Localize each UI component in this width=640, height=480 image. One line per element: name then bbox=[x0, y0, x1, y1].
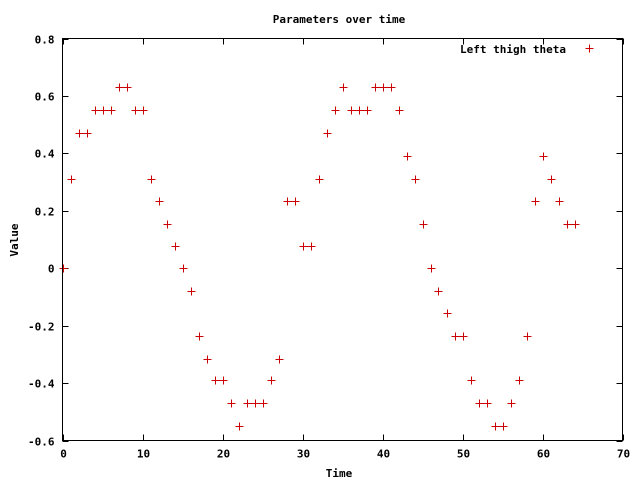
y-tick-label: 0.4 bbox=[35, 148, 55, 161]
x-tick-label: 30 bbox=[297, 448, 310, 461]
data-point bbox=[531, 197, 540, 206]
data-point bbox=[227, 399, 236, 408]
data-point bbox=[259, 399, 268, 408]
data-point bbox=[291, 197, 300, 206]
data-point bbox=[571, 220, 580, 229]
data-point bbox=[507, 399, 516, 408]
data-point bbox=[499, 422, 508, 431]
x-tick-label: 40 bbox=[377, 448, 390, 461]
data-point bbox=[139, 106, 148, 115]
y-tick-label: 0.2 bbox=[35, 206, 55, 219]
x-tick-label: 70 bbox=[617, 448, 630, 461]
data-point bbox=[347, 106, 356, 115]
legend-entry-label: Left thigh theta bbox=[460, 43, 566, 56]
data-point bbox=[475, 399, 484, 408]
data-point bbox=[467, 376, 476, 385]
data-point bbox=[75, 129, 84, 138]
data-point bbox=[539, 152, 548, 161]
data-point bbox=[339, 83, 348, 92]
x-tick-label: 50 bbox=[457, 448, 470, 461]
data-point bbox=[83, 129, 92, 138]
legend: Left thigh theta bbox=[460, 43, 594, 56]
axes: 0 10 20 30 40 50 60 70 -0.6 -0.4 -0.2 0 0.2 0.4 0.6 0.8 bbox=[28, 34, 630, 461]
data-point bbox=[563, 220, 572, 229]
data-point bbox=[235, 422, 244, 431]
data-point bbox=[299, 242, 308, 251]
data-point bbox=[203, 355, 212, 364]
data-point bbox=[523, 332, 532, 341]
data-point bbox=[59, 264, 68, 273]
data-point bbox=[107, 106, 116, 115]
data-point bbox=[195, 332, 204, 341]
data-point bbox=[331, 106, 340, 115]
data-point bbox=[243, 399, 252, 408]
x-tick-label: 10 bbox=[137, 448, 150, 461]
data-point bbox=[555, 197, 564, 206]
data-point bbox=[491, 422, 500, 431]
data-point bbox=[187, 287, 196, 296]
data-point bbox=[307, 242, 316, 251]
x-tick-label: 20 bbox=[217, 448, 230, 461]
data-point bbox=[371, 83, 380, 92]
y-tick-label: -0.6 bbox=[28, 436, 55, 449]
data-point bbox=[283, 197, 292, 206]
data-point bbox=[443, 309, 452, 318]
data-point bbox=[483, 399, 492, 408]
data-point bbox=[451, 332, 460, 341]
data-point bbox=[459, 332, 468, 341]
data-point bbox=[434, 287, 443, 296]
data-point bbox=[387, 83, 396, 92]
y-tick-label: 0.8 bbox=[35, 34, 55, 47]
data-point bbox=[379, 83, 388, 92]
y-tick-label: 0.6 bbox=[35, 91, 55, 104]
chart-title: Parameters over time bbox=[273, 13, 406, 26]
data-point bbox=[115, 83, 124, 92]
data-point bbox=[363, 106, 372, 115]
x-tick-label: 60 bbox=[537, 448, 550, 461]
data-point bbox=[171, 242, 180, 251]
data-point bbox=[163, 220, 172, 229]
y-tick-label: -0.4 bbox=[28, 378, 55, 391]
data-point bbox=[179, 264, 188, 273]
data-point bbox=[211, 376, 220, 385]
data-point bbox=[275, 355, 284, 364]
data-point bbox=[99, 106, 108, 115]
legend-marker bbox=[585, 44, 594, 53]
data-point bbox=[403, 152, 412, 161]
data-point bbox=[131, 106, 140, 115]
y-tick-label: 0 bbox=[48, 263, 55, 276]
data-point bbox=[395, 106, 404, 115]
data-point bbox=[323, 129, 332, 138]
x-axis-label: Time bbox=[326, 467, 353, 480]
x-tick-label: 0 bbox=[60, 448, 67, 461]
y-tick-label: -0.2 bbox=[28, 321, 55, 334]
data-point bbox=[315, 175, 324, 184]
data-point bbox=[91, 106, 100, 115]
data-point bbox=[547, 175, 556, 184]
data-point bbox=[515, 376, 524, 385]
data-point bbox=[219, 376, 228, 385]
data-point bbox=[147, 175, 156, 184]
y-axis-label: Value bbox=[8, 223, 21, 256]
data-point bbox=[251, 399, 260, 408]
data-point bbox=[67, 175, 76, 184]
data-point bbox=[419, 220, 428, 229]
data-point bbox=[355, 106, 364, 115]
data-points bbox=[59, 83, 580, 431]
data-point bbox=[427, 264, 436, 273]
data-point bbox=[155, 197, 164, 206]
data-point bbox=[267, 376, 276, 385]
plot-frame bbox=[62, 38, 623, 441]
data-point bbox=[123, 83, 132, 92]
data-point bbox=[411, 175, 420, 184]
